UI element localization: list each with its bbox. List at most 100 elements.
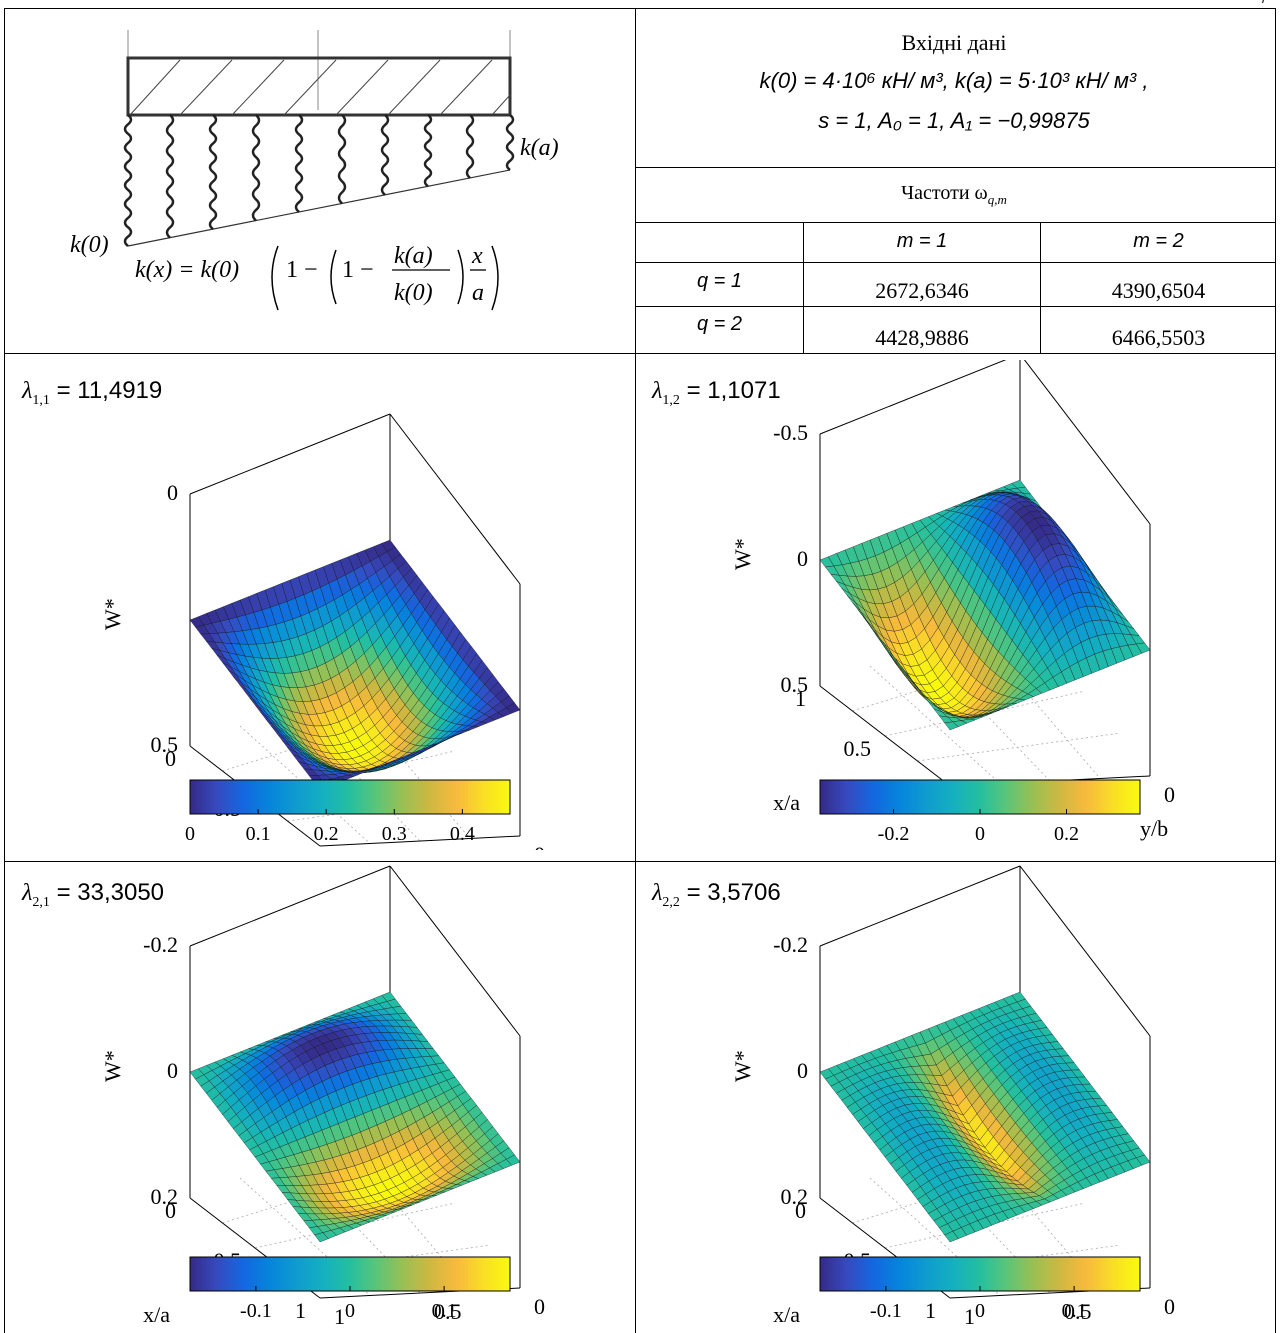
- y-tick-label: 0: [534, 1294, 545, 1319]
- freq-title-text: Частоти ω: [901, 182, 988, 204]
- table-border-row1: [4, 353, 1276, 354]
- lambda-label: λ2,2 = 3,5706: [651, 879, 781, 910]
- beam-rect: [126, 56, 512, 117]
- w-axis-label: W*: [100, 1050, 125, 1082]
- lambda-label: λ2,1 = 33,3050: [21, 879, 164, 910]
- x-axis-label: x/a: [773, 1302, 800, 1327]
- freq-header-divider: [635, 262, 1276, 263]
- mode-panel-1-2: λ1,2 = 1,1071W*-0.500.510.50x/a00.51y/b-…: [640, 353, 1270, 850]
- y-tick-label: 1: [964, 1304, 975, 1327]
- spring: [465, 114, 475, 179]
- springs: [123, 113, 515, 247]
- table-border-middle: [635, 8, 636, 1333]
- surface: [189, 539, 521, 791]
- y-tick-label: 0: [1164, 782, 1175, 807]
- w-tick-label: 0: [797, 1058, 808, 1083]
- input-title: Вхідні дані: [901, 30, 1007, 55]
- colorbar-tick-label: 0: [185, 823, 195, 845]
- x-axis-label: x/a: [773, 790, 800, 815]
- mode-panel-2-1: λ2,1 = 33,3050W*-0.200.200.51x/a00.51y/b…: [10, 862, 630, 1333]
- colorbar-tick-label: 0: [345, 1300, 355, 1322]
- foundation-scheme: k(a) k(0) k(x) = k(0) 1 − 1 − k(a) k(0) …: [70, 30, 559, 311]
- k-0-label: k(0): [70, 232, 109, 258]
- w-tick-label: 0.2: [151, 1184, 179, 1209]
- input-line-2: s = 1, A₀ = 1, A₁ = −0,99875: [818, 108, 1090, 133]
- freq-cell-q1-m2: 4390,6504: [1111, 278, 1206, 303]
- table-border-left: [4, 8, 5, 1333]
- spring: [505, 114, 515, 171]
- spring: [380, 114, 390, 196]
- stiffness-line: [127, 169, 511, 247]
- freq-row-label-q1: q = 1: [696, 270, 743, 292]
- formula-one: 1 −: [286, 257, 318, 283]
- spring: [165, 114, 175, 239]
- formula-num: k(a): [394, 243, 433, 269]
- colorbar-tick-label: 0.1: [246, 823, 271, 845]
- colorbar: [819, 779, 1141, 815]
- formula-den: k(0): [394, 280, 433, 306]
- surface: [819, 991, 1151, 1243]
- w-axis-label: W*: [730, 1050, 755, 1082]
- colorbar-tick-label: 0: [975, 1300, 985, 1322]
- w-tick-label: 0: [167, 480, 178, 505]
- spring: [294, 114, 304, 213]
- x-tick-label: 0.5: [844, 736, 872, 761]
- freq-title-sub: q,m: [987, 192, 1007, 207]
- y-axis-label: y/b: [1140, 816, 1168, 841]
- colorbar-tick-label: 0: [975, 823, 985, 845]
- y-tick-label: 0: [1164, 1294, 1175, 1319]
- colorbar-tick-label: 0.3: [382, 823, 407, 845]
- colorbar: [819, 1256, 1141, 1292]
- spring: [423, 113, 433, 188]
- y-tick-label: 1: [334, 1304, 345, 1327]
- w-tick-label: -0.2: [773, 932, 808, 957]
- x-axis-label: x/a: [143, 1302, 170, 1327]
- freq-col-header-m1: m = 1: [896, 230, 948, 252]
- k-a-label: k(a): [520, 135, 559, 161]
- colorbar-tick-label: -0.1: [240, 1300, 272, 1322]
- formula-lhs: k(x) = k(0): [135, 257, 239, 283]
- formula-a: a: [472, 280, 484, 306]
- surface: [189, 991, 521, 1243]
- x-tick-label: 1: [925, 1298, 936, 1323]
- colorbar-tick-label: 0.1: [1062, 1300, 1087, 1322]
- x-tick-label: 0: [795, 1198, 806, 1223]
- input-line-1: k(0) = 4·10⁶ кН/ м³, k(a) = 5·10³ кН/ м³…: [759, 68, 1149, 93]
- x-tick-label: 1: [295, 1298, 306, 1323]
- w-tick-label: -0.5: [773, 420, 808, 445]
- w-tick-label: -0.2: [143, 932, 178, 957]
- lambda-label: λ1,1 = 11,4919: [21, 377, 162, 408]
- freq-col-header-m2: m = 2: [1133, 230, 1184, 252]
- freq-col-divider-1: [803, 222, 804, 353]
- table-border-row2: [4, 861, 1276, 862]
- y-tick-label: 0.5: [1064, 1299, 1092, 1324]
- w-tick-label: 0: [167, 1058, 178, 1083]
- colorbar-tick-label: 0.2: [314, 823, 339, 845]
- y-tick-label: 0.5: [434, 847, 462, 850]
- colorbar-tick-label: -0.2: [878, 823, 910, 845]
- w-tick-label: 0: [797, 546, 808, 571]
- mode-panel-2-2: λ2,2 = 3,5706W*-0.200.200.51x/a00.51y/b-…: [640, 862, 1270, 1333]
- table-border-right: [1275, 8, 1276, 1333]
- mode-plot-p22: λ2,2 = 3,5706W*-0.200.200.51x/a00.51y/b-…: [651, 865, 1175, 1333]
- w-axis-label: W*: [100, 598, 125, 630]
- colorbar: [189, 1256, 511, 1292]
- freq-col-divider-2: [1040, 222, 1041, 353]
- x-tick-label: 1: [795, 686, 806, 711]
- spring: [337, 114, 347, 205]
- w-axis-label: W*: [730, 538, 755, 570]
- colorbar-tick-label: -0.1: [870, 1300, 902, 1322]
- input-divider: [635, 167, 1276, 168]
- mode-plot-p21: λ2,1 = 33,3050W*-0.200.200.51x/a00.51y/b…: [21, 865, 545, 1333]
- spring: [208, 114, 218, 231]
- x-tick-label: 1: [295, 846, 306, 850]
- colorbar-tick-label: 0.4: [450, 823, 475, 845]
- freq-cell-q2-m2: 6466,5503: [1111, 325, 1206, 350]
- spring: [251, 114, 261, 222]
- mode-panel-1-1: λ1,1 = 11,4919W*00.500.51x/a00.51y/b00.1…: [10, 360, 630, 901]
- w-tick-label: 0.5: [151, 732, 179, 757]
- colorbar-tick-label: 0.1: [432, 1300, 457, 1322]
- y-tick-label: 0.5: [434, 1299, 462, 1324]
- formula-x: x: [471, 243, 483, 269]
- axes-box: [819, 865, 1151, 1288]
